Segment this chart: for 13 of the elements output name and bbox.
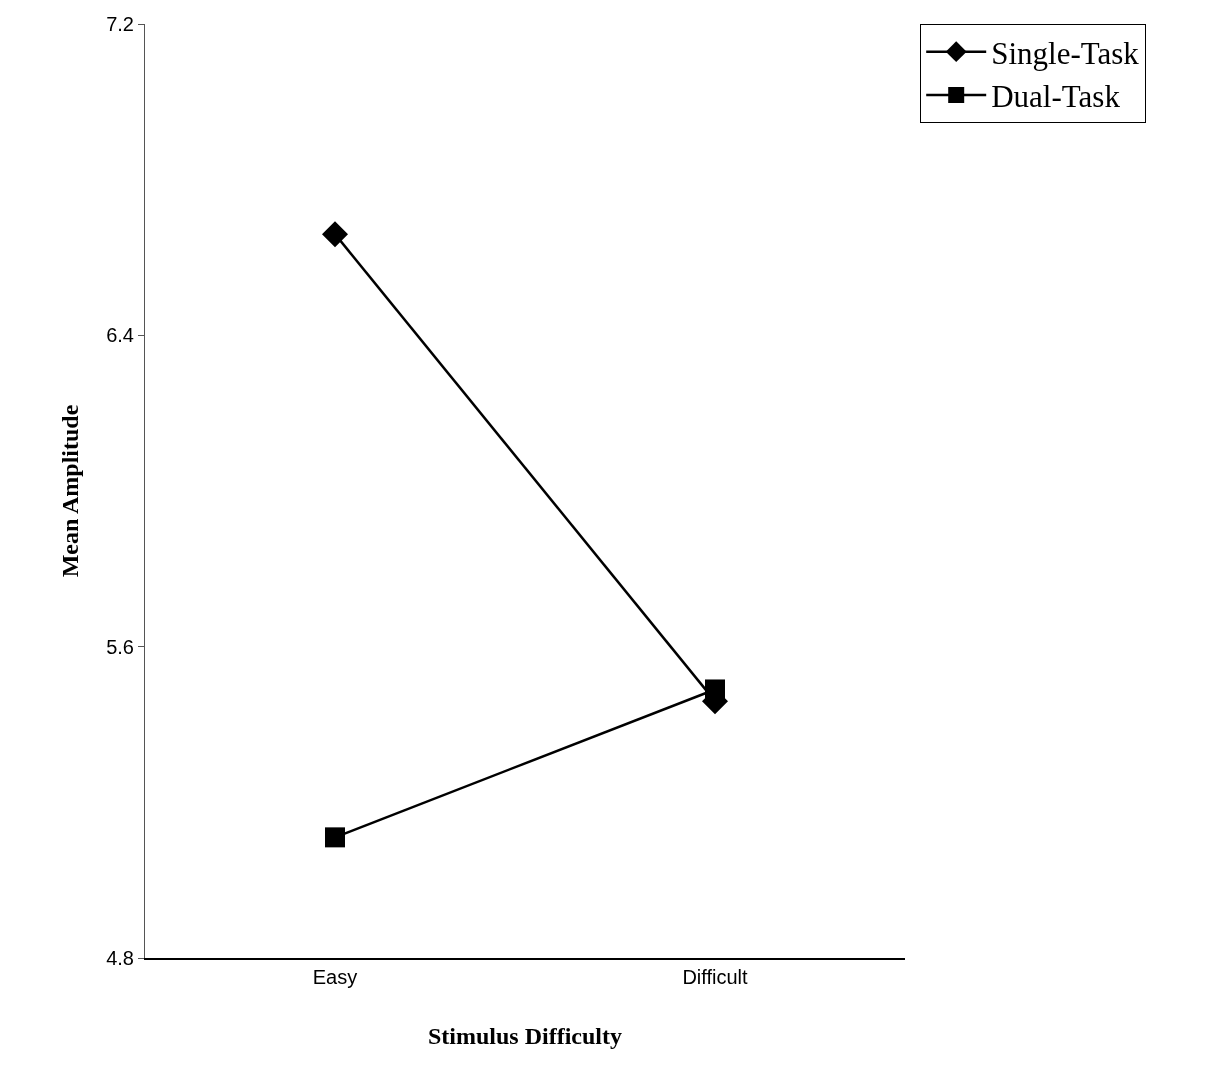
y-tick-label: 6.4 [106,324,134,347]
y-tick-label: 5.6 [106,635,134,658]
x-tick-label: Easy [312,965,358,988]
x-axis-title: Stimulus Difficulty [427,1022,623,1049]
point [705,679,725,700]
point [322,221,348,248]
y-tick-label: 4.8 [106,947,134,969]
y-axis-title: Mean Amplitude [57,404,84,578]
x-tick-label: Difficult [682,965,749,988]
legend-label: Single-Task [991,35,1140,71]
point [325,827,345,848]
y-tick-label: 7.2 [106,13,134,35]
legend-label: Dual-Task [991,79,1121,115]
